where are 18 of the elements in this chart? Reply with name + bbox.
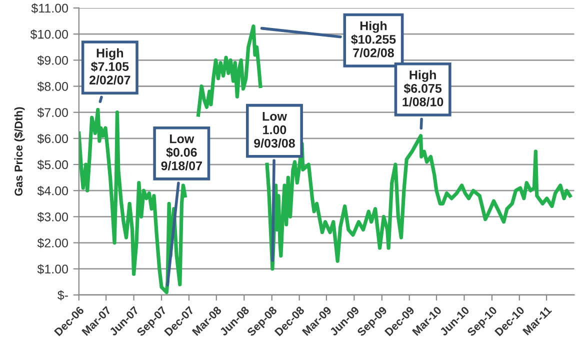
y-tick-label: $5.00: [37, 160, 68, 170]
y-tick-label: $-: [58, 290, 68, 300]
y-tick-label: $4.00: [37, 186, 68, 196]
y-tick-label: $9.00: [37, 55, 68, 66]
annotation: High $10.255 7/02/08: [351, 21, 396, 58]
annotation: Low 1.00 9/03/08: [254, 112, 295, 148]
y-tick-label: $7.00: [37, 108, 68, 118]
y-tick-label: $8.00: [37, 82, 68, 92]
annotation: High $7.105 2/02/07: [89, 48, 130, 85]
annotation: Low $0.06 9/18/07: [161, 134, 202, 170]
y-tick-label: $10.00: [30, 29, 68, 40]
y-tick-label: $1.00: [37, 264, 68, 274]
y-axis-title: Gas Price ($/Dth): [14, 107, 25, 196]
y-tick-label: $3.00: [37, 212, 68, 222]
annotation: High $6.075 1/08/10: [402, 70, 444, 106]
y-tick-label: $6.00: [37, 134, 68, 144]
y-tick-label: $2.00: [37, 238, 68, 248]
y-tick-label: $11.00: [31, 3, 68, 14]
